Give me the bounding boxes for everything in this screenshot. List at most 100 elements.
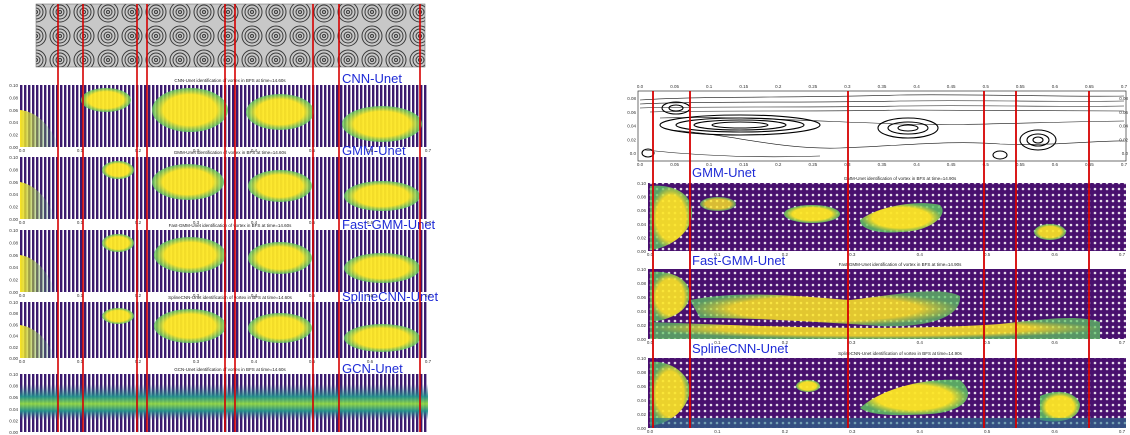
vortex-region <box>154 309 226 343</box>
left-panel-splinecnn-unet: SplineCNN-Unet identification of vortex … <box>20 289 438 358</box>
tick-label: 0.02 <box>637 235 646 240</box>
tick-label: 0.00 <box>9 145 18 150</box>
tick-label: 0.04 <box>637 309 646 314</box>
tick-label: 0.10 <box>637 181 646 186</box>
tick-label: 0.04 <box>1119 124 1128 129</box>
tick-label: 0.00 <box>637 337 646 342</box>
right-red-markers <box>652 91 1090 428</box>
tick-label: 0.08 <box>637 370 646 375</box>
tick-label: 0.08 <box>637 281 646 286</box>
left-panel-gmm-unet: GMM-Unet identification of vortex in BFS… <box>20 143 428 219</box>
tick-label: 0.04 <box>9 265 18 270</box>
panel-title: GMM-Unet identification of vortex in BFS… <box>844 176 957 181</box>
tick-label: 0.3 <box>193 293 200 298</box>
vortex-region <box>650 361 690 426</box>
tick-label: 0.00 <box>9 356 18 361</box>
vortex-region <box>102 161 134 179</box>
tick-label: 0.04 <box>637 398 646 403</box>
tick-label: 0.5 <box>984 340 991 345</box>
tick-label: 0.06 <box>9 108 18 113</box>
vortex-region <box>248 242 312 274</box>
tick-label: 0.08 <box>9 95 18 100</box>
tick-label: 0.0 <box>19 293 26 298</box>
tick-label: 0.1 <box>714 252 721 257</box>
tick-label: 0.10 <box>9 83 18 88</box>
tick-label: 0.10 <box>9 228 18 233</box>
tick-label: 0.4 <box>917 252 924 257</box>
tick-label: 0.1 <box>706 162 713 167</box>
tick-label: 0.7 <box>1119 429 1126 434</box>
tick-label: 0.15 <box>739 84 748 89</box>
vortex-region <box>342 106 422 142</box>
tick-label: 0.5 <box>983 162 990 167</box>
tick-label: 0.5 <box>984 429 991 434</box>
tick-label: 0.4 <box>251 359 258 364</box>
vortex-region <box>248 313 312 343</box>
tick-label: 0.06 <box>9 180 18 185</box>
left-panels: CNN-Unet identification of vortex in BFS… <box>20 71 438 432</box>
tick-label: 0.7 <box>425 148 432 153</box>
tick-label: 0.04 <box>9 334 18 339</box>
tick-label: 0.0 <box>647 429 654 434</box>
tick-label: 0.1 <box>706 84 713 89</box>
tick-label: 0.7 <box>1119 252 1126 257</box>
tick-label: 0.0 <box>19 220 26 225</box>
tick-label: 0.0 <box>1122 151 1129 156</box>
panel-title: Fast-GMM-Unet identification of vortex i… <box>169 223 292 228</box>
tick-label: 0.45 <box>947 84 956 89</box>
tick-label: 0.3 <box>849 429 856 434</box>
tick-label: 0.10 <box>637 267 646 272</box>
tick-label: 0.4 <box>913 162 920 167</box>
tick-label: 0.5 <box>983 84 990 89</box>
tick-label: 0.00 <box>637 249 646 254</box>
vortex-region <box>1034 224 1066 240</box>
tick-label: 0.25 <box>808 84 817 89</box>
tick-label: 0.08 <box>9 240 18 245</box>
vortex-region <box>20 182 56 219</box>
vortex-region <box>344 324 420 352</box>
right-panel-splinecnn-unet: SplineCNN-Unet identification of vortex … <box>648 341 1126 428</box>
tick-label: 0.02 <box>1119 137 1128 142</box>
tick-label: 0.06 <box>627 110 636 115</box>
tick-label: 0.2 <box>135 293 142 298</box>
right-streamline-plot <box>637 90 1127 162</box>
tick-label: 0.6 <box>367 359 374 364</box>
panel-label: SplineCNN-Unet <box>342 289 438 304</box>
panel-label: GCN-Unet <box>342 361 403 376</box>
panel-label: GMM-Unet <box>692 165 756 180</box>
tick-label: 0.4 <box>251 220 258 225</box>
tick-label: 0.0 <box>19 148 26 153</box>
tick-label: 0.25 <box>808 162 817 167</box>
tick-label: 0.7 <box>1119 340 1126 345</box>
tick-label: 0.7 <box>425 293 432 298</box>
tick-label: 0.02 <box>9 205 18 210</box>
right-panels: GMM-Unet identification of vortex in BFS… <box>648 165 1126 428</box>
vortex-region <box>20 384 428 420</box>
tick-label: 0.06 <box>9 253 18 258</box>
tick-label: 0.1 <box>714 340 721 345</box>
tick-label: 0.6 <box>1051 429 1058 434</box>
panel-label: Fast-GMM-Unet <box>692 253 786 268</box>
panel-title: SplineCNN-Unet identification of vortex … <box>838 351 962 356</box>
vortex-region <box>344 181 420 211</box>
panel-title: GCN-Unet identification of vortex in BFS… <box>174 367 286 372</box>
tick-label: 0.06 <box>9 322 18 327</box>
tick-label: 0.0 <box>637 162 644 167</box>
vortex-region <box>700 197 736 211</box>
left-streamline-image <box>35 3 426 68</box>
tick-label: 0.1 <box>77 293 84 298</box>
tick-label: 0.10 <box>637 356 646 361</box>
tick-label: 0.08 <box>9 167 18 172</box>
tick-label: 0.06 <box>637 208 646 213</box>
vortex-region <box>20 110 60 147</box>
tick-label: 0.08 <box>9 311 18 316</box>
tick-label: 0.6 <box>367 148 374 153</box>
tick-label: 0.15 <box>739 162 748 167</box>
tick-label: 0.06 <box>637 295 646 300</box>
panel-title: Fast-GMM-Unet identification of vortex i… <box>839 262 962 267</box>
tick-label: 0.08 <box>637 195 646 200</box>
tick-label: 0.10 <box>9 300 18 305</box>
tick-label: 0.35 <box>878 84 887 89</box>
tick-label: 0.0 <box>647 340 654 345</box>
